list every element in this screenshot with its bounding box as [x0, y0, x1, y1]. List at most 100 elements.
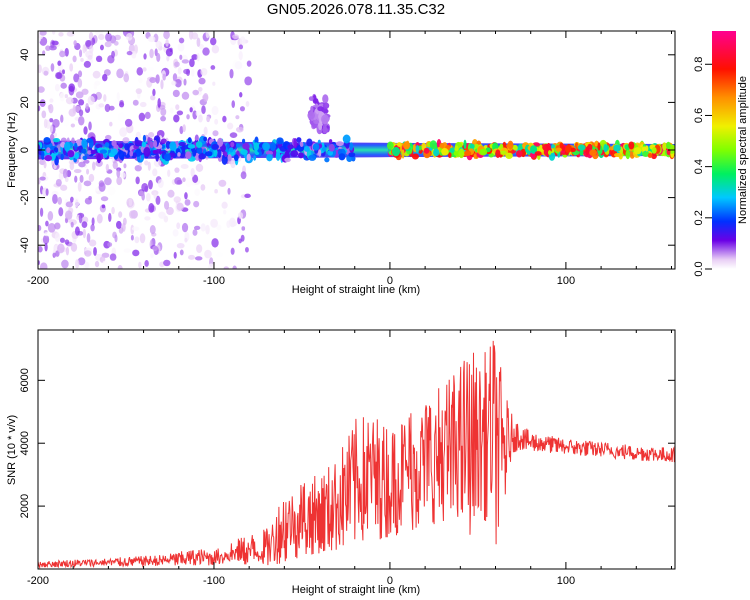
spectrogram-cell — [39, 31, 47, 36]
spectrogram-cell — [464, 150, 472, 157]
spectrogram-cell — [109, 253, 117, 261]
spectrogram-cell — [119, 100, 124, 105]
spectrogram-cell — [83, 180, 92, 187]
spectrogram-cell — [93, 246, 97, 256]
spectrogram-cell — [123, 248, 132, 253]
spectrogram-cell — [396, 142, 402, 147]
spectrogram-cell — [239, 106, 245, 112]
spectrogram-cell — [64, 94, 69, 99]
spectrogram-cell — [155, 74, 160, 84]
spectrogram-cell — [229, 68, 234, 79]
spectrogram-cell — [87, 55, 93, 60]
spectrogram-cell — [43, 232, 51, 237]
spectrogram-cell — [39, 176, 46, 181]
spectrogram-cell — [148, 202, 155, 213]
spectrogram-cell — [650, 152, 657, 160]
spectrogram-cell — [415, 144, 420, 154]
spectrogram-cell — [173, 114, 180, 123]
spectrogram-cell — [72, 55, 77, 63]
spectrogram-cell — [113, 41, 119, 46]
spectrogram-cell — [242, 138, 246, 144]
spectrogram-cell — [195, 141, 203, 149]
spectrogram-cell — [149, 77, 157, 84]
spectrogram-cell — [196, 146, 203, 155]
spectrogram-cell — [200, 223, 206, 232]
spectrogram-cell — [78, 70, 83, 78]
spectrogram-cell — [473, 154, 477, 159]
spectrogram-cell — [234, 61, 243, 70]
spectrogram-cell — [192, 89, 200, 96]
spectrogram-cell — [211, 105, 219, 116]
spectrogram-cell — [74, 175, 78, 183]
spectrogram-cell — [447, 152, 452, 158]
spectrogram-cell — [313, 118, 320, 125]
spectrogram-cell — [214, 118, 219, 125]
spectrogram-cell — [120, 172, 126, 179]
spectrogram-cell — [516, 150, 523, 158]
spectrogram-cell — [212, 130, 219, 137]
spectrogram-cell — [88, 121, 92, 131]
spectrogram-cell — [88, 239, 97, 247]
spectrogram-cell — [65, 97, 74, 105]
spectrogram-cell — [123, 163, 127, 169]
spectrogram-cell — [144, 216, 151, 221]
spectrogram-cell — [218, 179, 227, 187]
spectrogram-cell — [64, 141, 71, 152]
spectrogram-xlabel: Height of straight line (km) — [292, 284, 420, 296]
spectrogram-cell — [227, 122, 234, 130]
spectrogram-cell — [200, 68, 208, 76]
spectrogram-cell — [174, 79, 182, 88]
spectrogram-cell — [138, 190, 144, 196]
spectrogram-cell — [245, 101, 250, 107]
spectrogram-cell — [98, 103, 105, 108]
spectrogram-cell — [173, 251, 177, 259]
spectrogram-cell — [202, 47, 210, 56]
spectrogram-cell — [74, 142, 78, 151]
spectrogram-cell — [152, 88, 156, 97]
spectrogram-cell — [122, 137, 130, 144]
spectrogram-cell — [609, 146, 614, 151]
spectrogram-cell — [163, 259, 171, 267]
spectrogram-cell — [47, 223, 56, 233]
spectrogram-cell — [60, 184, 68, 191]
spectrogram-cell — [210, 37, 217, 46]
spectrogram-cell — [449, 147, 455, 153]
spectrogram-cell — [189, 58, 195, 68]
spectrogram-cell — [205, 31, 210, 39]
spectrogram-cell — [104, 103, 111, 113]
spectrogram-cell — [48, 103, 54, 114]
spectrogram-cell — [88, 173, 95, 183]
spectrogram-cell — [349, 142, 354, 151]
spectrogram-cell — [61, 259, 69, 269]
spectrogram-cell — [322, 126, 328, 134]
colorbar-ticks: 0.0 0.2 0.4 0.6 0.8 — [693, 57, 712, 277]
spectrogram-cell — [155, 40, 162, 49]
spectrogram-cell — [439, 142, 445, 149]
spectrogram-cell — [299, 141, 304, 147]
spectrogram-cell — [70, 196, 74, 203]
spectrogram-cell — [78, 213, 83, 224]
spectrogram-cell — [166, 206, 174, 216]
spectrogram-cell — [144, 260, 149, 267]
spectrogram-cell — [103, 69, 111, 76]
spectrogram-cell — [211, 45, 220, 54]
spectrogram-cell — [72, 104, 76, 114]
spectrogram-cell — [651, 147, 657, 154]
spectrogram-cell — [81, 88, 89, 95]
spectrogram-cell — [275, 151, 281, 161]
spectrogram-cell — [70, 221, 74, 228]
spectrogram-cell — [160, 107, 167, 117]
spectrogram-cell — [175, 104, 180, 111]
spectrogram-cell — [77, 257, 86, 266]
spectrogram-cell — [290, 150, 299, 158]
spectrogram-cell — [182, 177, 186, 183]
spectrogram-cell — [185, 151, 192, 160]
spectrogram-cell — [237, 212, 244, 219]
spectrogram-cell — [64, 47, 69, 57]
spectrogram-cell — [242, 142, 250, 150]
spectrogram-cell — [232, 34, 240, 40]
spectrogram-cell — [43, 137, 51, 143]
spectrogram-cell — [585, 146, 590, 156]
